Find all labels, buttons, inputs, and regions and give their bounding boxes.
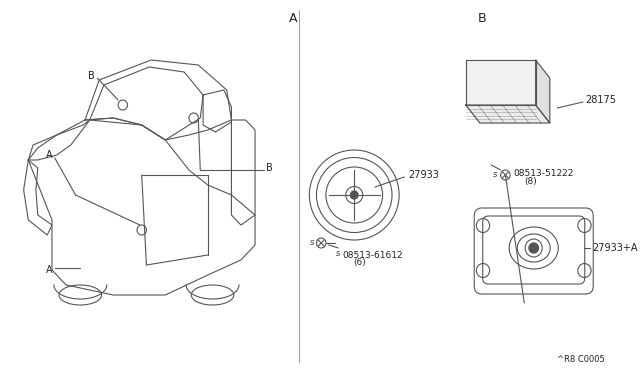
Text: ^R8 C0005: ^R8 C0005 <box>557 356 605 365</box>
Text: 27933+A: 27933+A <box>592 243 638 253</box>
Text: 08513-61612: 08513-61612 <box>342 250 403 260</box>
Polygon shape <box>536 60 550 123</box>
Text: A: A <box>46 265 52 275</box>
Text: S: S <box>493 172 498 178</box>
Text: 27933: 27933 <box>408 170 439 180</box>
Text: (6): (6) <box>353 259 366 267</box>
Text: B: B <box>477 12 486 25</box>
Text: S: S <box>335 251 340 257</box>
Text: 28175: 28175 <box>586 95 617 105</box>
Polygon shape <box>466 60 536 105</box>
Text: B: B <box>88 71 95 81</box>
Text: (8): (8) <box>524 176 537 186</box>
Circle shape <box>351 191 358 199</box>
Text: B: B <box>266 163 273 173</box>
Text: A: A <box>46 150 52 160</box>
Text: A: A <box>289 12 297 25</box>
Polygon shape <box>466 105 550 123</box>
Text: S: S <box>310 240 315 246</box>
Circle shape <box>529 243 538 253</box>
Text: 08513-51222: 08513-51222 <box>513 169 573 177</box>
